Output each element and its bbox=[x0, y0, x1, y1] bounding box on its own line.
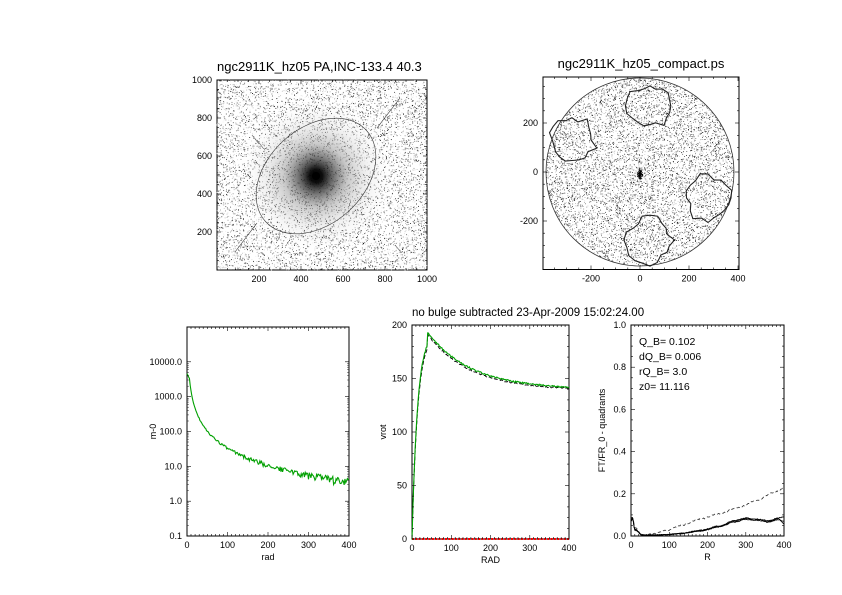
svg-text:ngc2911K_hz05 PA,INC-133.4 40.: ngc2911K_hz05 PA,INC-133.4 40.3 bbox=[217, 59, 422, 74]
